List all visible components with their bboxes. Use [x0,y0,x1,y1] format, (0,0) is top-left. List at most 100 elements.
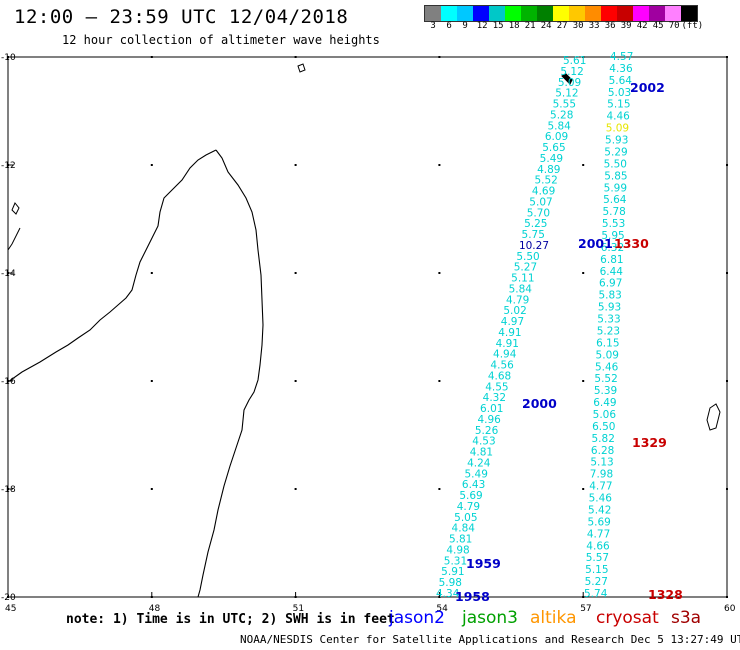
grid-dot [582,164,585,166]
east-track-value: 5.15 [607,99,630,111]
colorbar-label: 6 [446,21,452,31]
east-track-value: 5.78 [602,206,625,218]
west-track-value: 10.27 [519,240,549,252]
west-track-value: 5.05 [454,512,477,524]
track-time-label: 1328 [648,587,683,602]
east-track-value: 5.64 [603,194,627,206]
lat-label: -12 [1,161,16,171]
east-track-value: 5.82 [592,433,615,445]
west-track-value: 4.98 [446,544,469,556]
colorbar-swatch [521,6,537,21]
colorbar-swatch [585,6,601,21]
east-track-value: 5.06 [593,409,617,421]
west-track-value: 5.69 [459,490,482,502]
colorbar-swatch [473,6,489,21]
west-track-value: 4.89 [537,164,560,176]
west-track-value: 5.84 [509,283,533,295]
east-track-value: 4.57 [610,51,633,63]
west-track-value: 4.32 [483,392,506,404]
colorbar-swatch [457,6,473,21]
colorbar-swatch [649,6,665,21]
west-track-value: 5.07 [529,196,552,208]
east-track-value: 5.33 [597,314,620,326]
east-track-value: 6.32 [601,242,624,254]
west-track-value: 5.98 [439,577,462,589]
map-subtitle: 12 hour collection of altimeter wave hei… [62,33,380,47]
grid-dot [438,164,441,166]
west-track-value: 4.55 [485,381,508,393]
grid-dot [438,488,441,490]
east-track-value: 6.97 [599,278,622,290]
east-track-value: 5.53 [602,218,625,230]
west-track-value: 5.55 [553,99,576,111]
east-track-value: 6.50 [592,421,615,433]
west-track-value: 5.65 [542,142,565,154]
west-track-value: 6.43 [462,479,485,491]
east-track-value: 5.46 [595,361,619,373]
colorbar-label: (ft) [681,21,704,31]
west-track-value: 5.75 [522,229,545,241]
colorbar-label: 21 [524,21,536,31]
colorbar-swatch [633,6,649,21]
colorbar-swatch [537,6,553,21]
east-track-value: 4.36 [609,63,633,75]
coast-fragment [7,227,21,251]
track-time-label: 1958 [455,589,490,604]
east-track-value: 5.93 [598,302,621,314]
grid-dot [294,56,297,58]
grid-dot [726,272,728,274]
island-black [561,73,573,85]
grid-dot [294,272,297,274]
east-track-value: 5.15 [585,564,608,576]
colorbar-label: 27 [556,21,568,31]
west-track-value: 4.81 [470,447,493,459]
colorbar-swatch [441,6,457,21]
east-track-value: 5.50 [604,158,627,170]
grid-dot [7,380,9,382]
grid-dot [7,488,9,490]
east-track-value: 5.85 [604,170,627,182]
lon-label: 45 [5,604,16,614]
lon-label: 57 [580,604,591,614]
east-track-value: 5.57 [586,552,609,564]
east-track-value: 6.49 [593,397,616,409]
legend-jason3: jason3 [462,608,518,628]
west-track-value: 4.96 [477,414,501,426]
east-track-value: 6.44 [600,266,624,278]
colorbar-label: 3 [430,21,436,31]
grid-dot [294,164,297,166]
lon-label: 54 [436,604,448,614]
west-track-value: 4.24 [467,457,491,469]
colorbar-label: 33 [588,21,600,31]
east-track-value: 5.46 [589,493,613,505]
grid-dot [150,272,153,274]
grid-dot [294,488,297,490]
west-track-value: 4.69 [532,186,555,198]
east-track-value: 5.52 [594,373,617,385]
west-track-value: 4.53 [472,436,495,448]
axis-labels: 45 48 51 54 57 60 -10 -12 -14 -16 -18 -20 [1,53,736,614]
grid-dot [7,56,9,58]
grid-dot [726,380,728,382]
west-track-value: 4.56 [490,360,514,372]
grid-dot [150,380,153,382]
grid-dot [438,56,441,58]
grid-dot [726,488,728,490]
east-track-value: 5.09 [606,123,629,135]
west-track-value: 5.26 [475,425,499,437]
lat-label: -10 [1,53,16,63]
track-time-label: 1330 [614,236,649,251]
lon-label: 48 [149,604,161,614]
west-track-value: 5.49 [465,468,488,480]
east-track-value: 5.42 [588,504,611,516]
legend-s3a: s3a [671,608,702,628]
east-track-value: 5.93 [605,135,628,147]
colorbar-label: 12 [476,21,488,31]
track-time-label: 2002 [630,80,665,95]
west-track-value: 5.50 [516,251,539,263]
colorbar-swatch [665,6,681,21]
grid-dot [582,488,585,490]
west-track-value: 5.25 [524,218,547,230]
west-track-value: 4.68 [488,370,511,382]
